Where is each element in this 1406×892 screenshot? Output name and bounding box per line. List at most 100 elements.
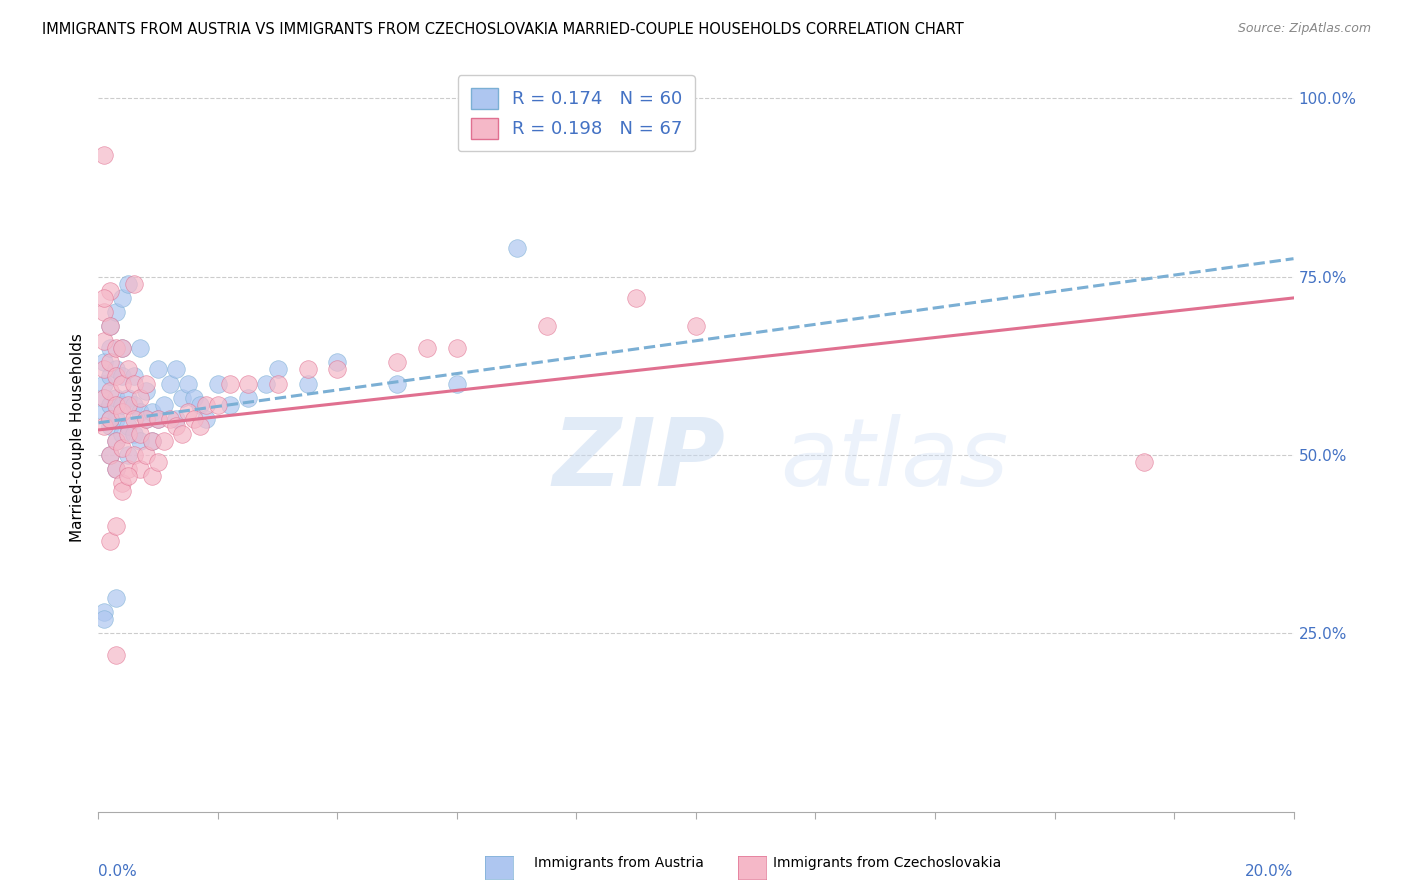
Point [177,405,200,419]
Point [93,376,115,391]
Point [98,369,122,384]
Point [105,362,128,376]
Point [385,355,409,369]
Point [98,319,122,334]
Point [93,605,115,619]
Point [183,412,205,426]
Text: Immigrants from Czechoslovakia: Immigrants from Czechoslovakia [773,855,1001,870]
Point [111,483,134,498]
Point [93,355,115,369]
Point [111,426,134,441]
Point [297,376,319,391]
Point [98,284,122,298]
Point [111,476,134,491]
Point [416,341,439,355]
Point [267,362,290,376]
Point [117,469,139,483]
Point [111,398,134,412]
Point [98,355,122,369]
Point [117,398,139,412]
Text: Source: ZipAtlas.com: Source: ZipAtlas.com [1237,22,1371,36]
Point [98,412,122,426]
Point [93,419,115,434]
Point [117,462,139,476]
Point [207,398,229,412]
Point [195,398,218,412]
Point [117,426,139,441]
Point [111,405,134,419]
Point [93,334,115,348]
Point [165,362,187,376]
Y-axis label: Married-couple Households: Married-couple Households [69,333,84,541]
Point [111,441,134,455]
Point [124,277,146,291]
Point [135,412,157,426]
Point [219,376,242,391]
Point [111,341,134,355]
Point [165,412,187,426]
Point [626,291,648,305]
Point [506,241,529,255]
Point [129,391,152,405]
Point [446,376,468,391]
Point [159,412,181,426]
Point [124,398,146,412]
Point [124,448,146,462]
Text: atlas: atlas [779,414,1008,505]
Point [129,405,152,419]
Point [267,376,290,391]
Point [105,341,128,355]
Point [148,362,170,376]
Point [124,369,146,384]
Point [93,305,115,319]
Point [183,391,205,405]
Point [148,455,170,469]
Point [188,419,211,434]
Point [159,376,181,391]
Point [105,648,128,662]
Point [326,362,349,376]
Point [93,391,115,405]
Point [326,355,349,369]
Point [172,391,194,405]
Point [236,376,259,391]
Point [135,384,157,398]
Point [105,462,128,476]
Point [111,291,134,305]
Point [98,384,122,398]
Point [98,448,122,462]
Point [98,398,122,412]
Point [105,369,128,384]
Point [124,426,146,441]
Point [188,398,211,412]
Point [135,376,157,391]
Point [297,362,319,376]
Point [98,533,122,548]
Point [148,412,170,426]
Point [98,412,122,426]
Point [93,148,115,162]
Point [129,341,152,355]
Text: Immigrants from Austria: Immigrants from Austria [534,855,704,870]
Point [105,412,128,426]
Text: 20.0%: 20.0% [1246,864,1294,880]
Point [93,291,115,305]
Point [165,419,187,434]
Point [135,448,157,462]
Point [111,376,134,391]
Point [129,426,152,441]
Point [129,434,152,448]
Point [141,405,163,419]
Text: 0.0%: 0.0% [98,864,138,880]
Point [536,319,558,334]
Point [105,391,128,405]
Point [93,405,115,419]
Point [111,369,134,384]
Point [153,434,176,448]
Point [98,319,122,334]
Point [105,434,128,448]
Point [177,376,200,391]
Text: IMMIGRANTS FROM AUSTRIA VS IMMIGRANTS FROM CZECHOSLOVAKIA MARRIED-COUPLE HOUSEHO: IMMIGRANTS FROM AUSTRIA VS IMMIGRANTS FR… [42,22,965,37]
Point [236,391,259,405]
Point [105,398,128,412]
